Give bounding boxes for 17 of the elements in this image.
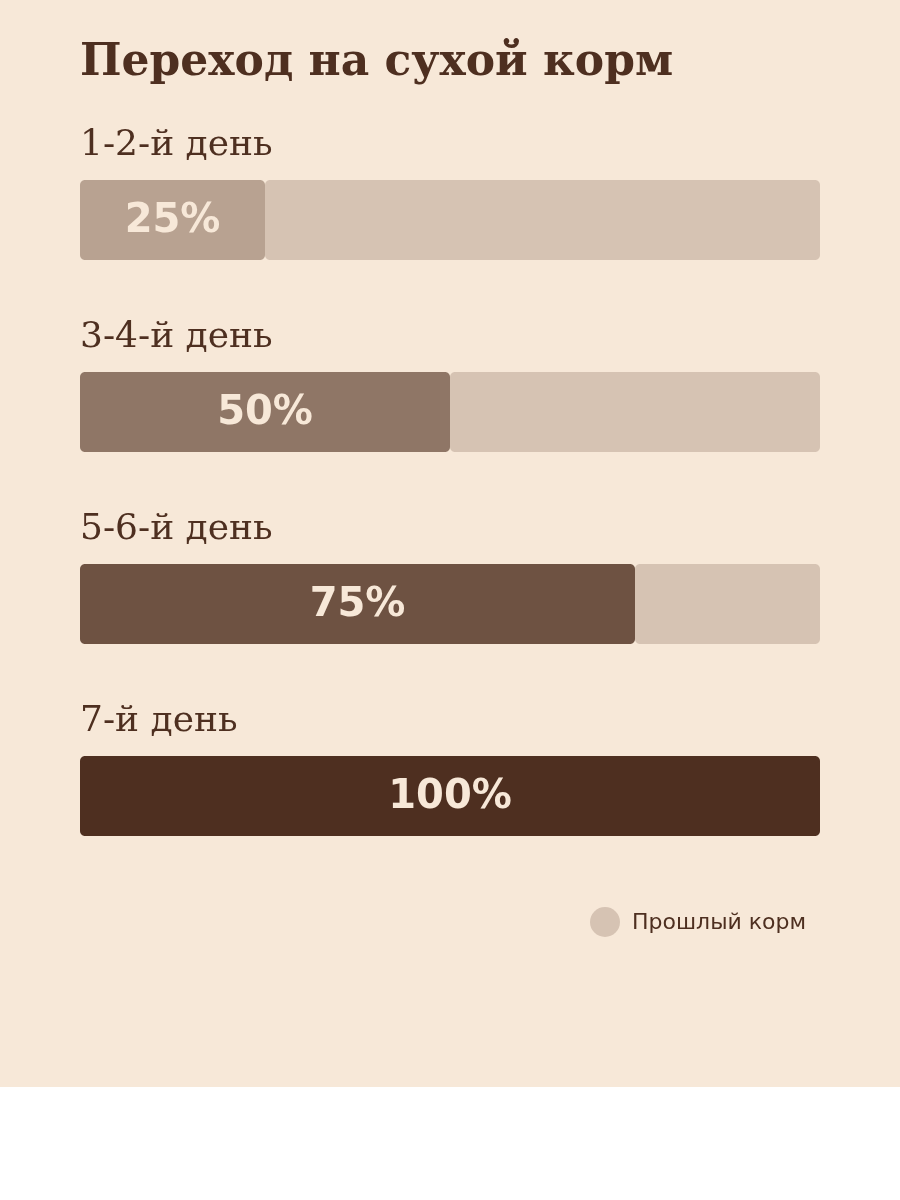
bar [265, 180, 820, 260]
y-tick-label: 7-й день [80, 698, 238, 739]
bar [80, 756, 820, 836]
bar [80, 180, 265, 260]
bar [80, 564, 635, 644]
y-tick-label: 5-6-й день [80, 506, 273, 547]
y-tick-label: 3-4-й день [80, 314, 273, 355]
bar [635, 564, 820, 644]
y-tick-label: 1-2-й день [80, 122, 273, 163]
data-label: 75% [309, 579, 406, 625]
data-label: 100% [388, 771, 512, 817]
data-label: 50% [217, 387, 313, 433]
chart-title: Переход на сухой корм [80, 34, 674, 85]
legend-label: Прошлый корм [632, 909, 807, 934]
data-label: 25% [124, 195, 221, 241]
bar [80, 372, 450, 452]
bar [450, 372, 820, 452]
